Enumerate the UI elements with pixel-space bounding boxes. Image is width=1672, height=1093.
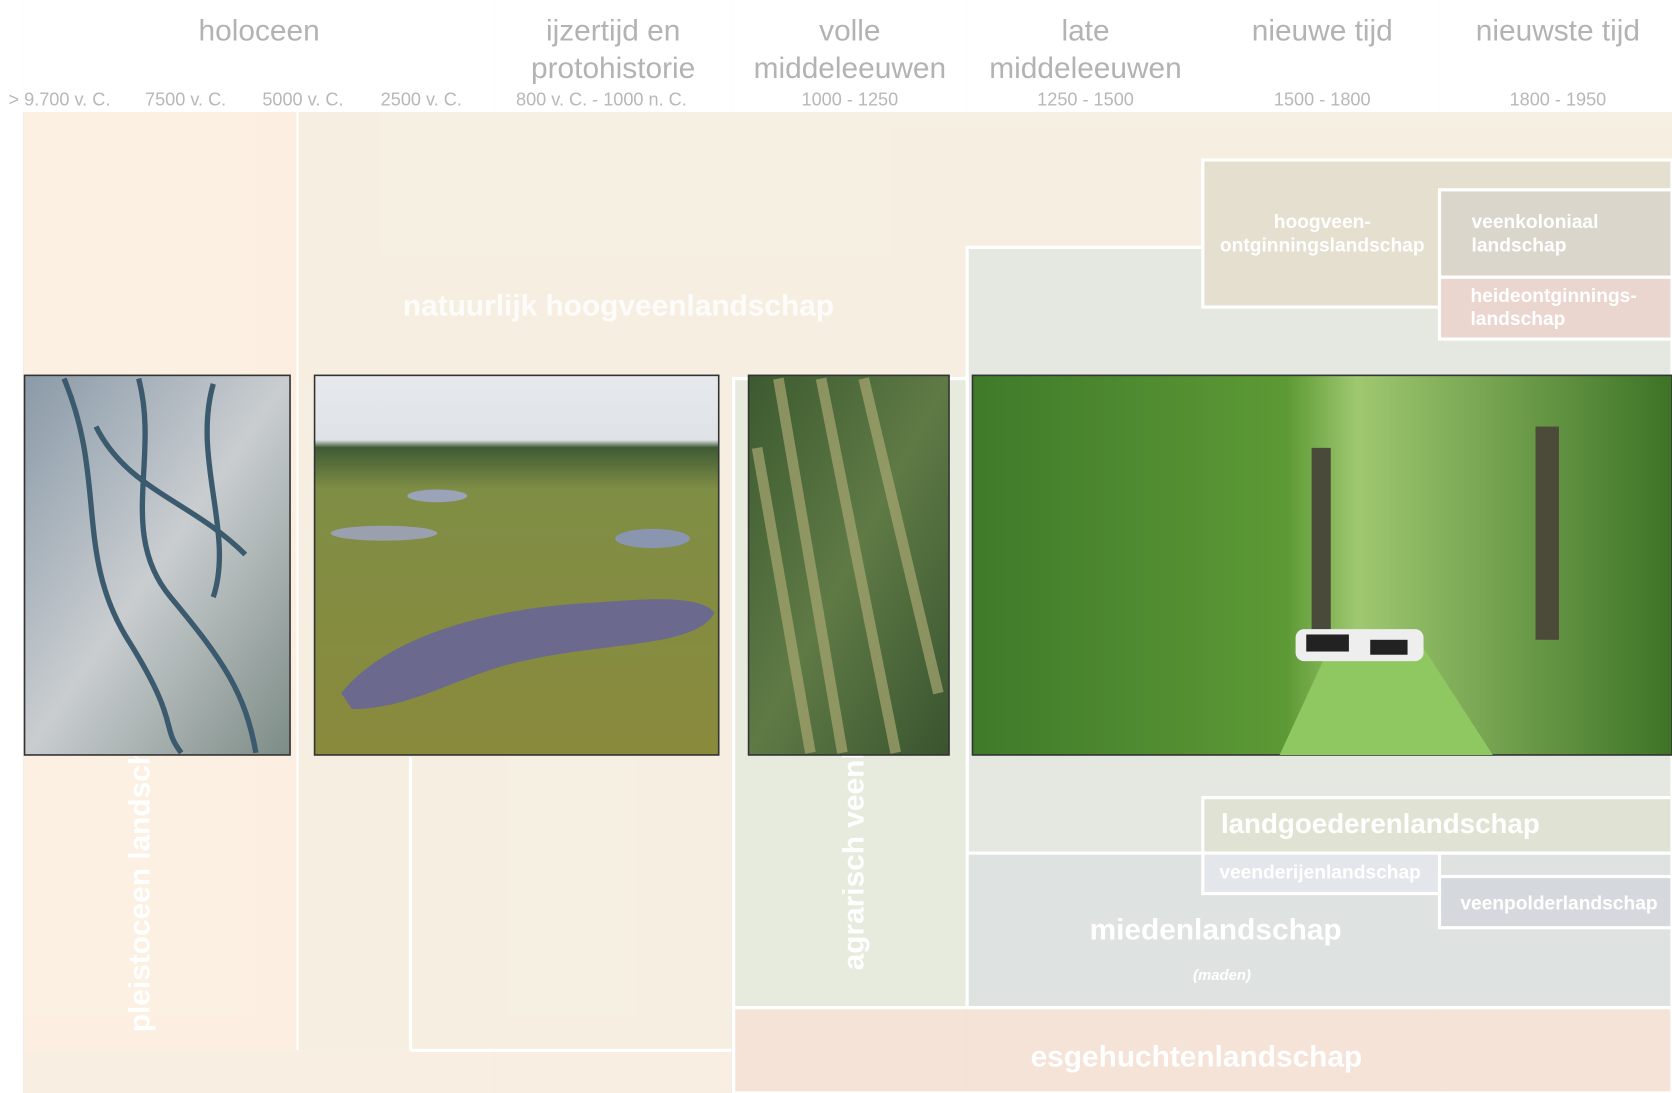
period: ijzertijd en [546, 15, 680, 48]
date: 2500 v. C. [381, 90, 462, 110]
label-maden: (maden) [1193, 967, 1251, 984]
header: holoceen ijzertijd en protohistorie voll… [0, 0, 1672, 112]
date: 7500 v. C. [145, 90, 226, 110]
photo-forest [972, 375, 1672, 755]
timeline: holoceen ijzertijd en protohistorie voll… [0, 0, 1672, 1093]
label-veenderijen: veenderijenlandschap [1219, 863, 1421, 884]
period: nieuwe tijd [1252, 15, 1393, 48]
date: 800 v. C. - 1000 n. C. [516, 90, 687, 110]
date: > 9.700 v. C. [9, 90, 111, 110]
date: 1800 - 1950 [1510, 90, 1607, 110]
photo-detail [1306, 634, 1349, 651]
label-veenpolder: veenpolderlandschap [1460, 894, 1657, 915]
date: 5000 v. C. [262, 90, 343, 110]
period: nieuwste tijd [1476, 15, 1640, 48]
period: protohistorie [531, 52, 695, 85]
label-hoogveen-ontginning: hoogveen- [1274, 212, 1371, 233]
date: 1000 - 1250 [802, 90, 899, 110]
label-veenkoloniaal: veenkoloniaal [1472, 212, 1599, 233]
date: 1500 - 1800 [1274, 90, 1371, 110]
photo-detail [1370, 640, 1407, 655]
period: middeleeuwen [754, 52, 946, 85]
label-landgoederen: landgoederenlandschap [1221, 808, 1540, 839]
photo-detail [407, 489, 467, 502]
date: 1250 - 1500 [1037, 90, 1134, 110]
label-heideontginning: landschap [1470, 309, 1565, 330]
label-heideontginning: heideontginnings- [1470, 286, 1636, 307]
block-bottom [23, 1050, 731, 1093]
period: volle [819, 15, 880, 48]
photo-detail [331, 526, 438, 541]
label-veenkoloniaal: landschap [1472, 236, 1567, 257]
period: middeleeuwen [989, 52, 1181, 85]
label-esgehuchten: esgehuchtenlandschap [1031, 1040, 1363, 1073]
photo-bog [315, 375, 719, 755]
photo-detail [615, 529, 690, 548]
photo-detail [1536, 427, 1559, 640]
label-mieden: miedenlandschap [1090, 913, 1342, 946]
label-natuurlijk-hoogveen: natuurlijk hoogveenlandschap [403, 290, 834, 323]
period: late [1061, 15, 1109, 48]
photo-detail [1312, 448, 1331, 640]
period: holoceen [199, 15, 320, 48]
page: holoceen ijzertijd en protohistorie voll… [0, 0, 1672, 1093]
label-hoogveen-ontginning: ontginningslandschap [1220, 236, 1425, 257]
photo-braided-river [25, 375, 291, 755]
photo-fields [749, 375, 949, 755]
block-veenkoloniaal [1440, 190, 1672, 277]
label-pleistoceen: pleistoceen landschap [123, 712, 156, 1032]
